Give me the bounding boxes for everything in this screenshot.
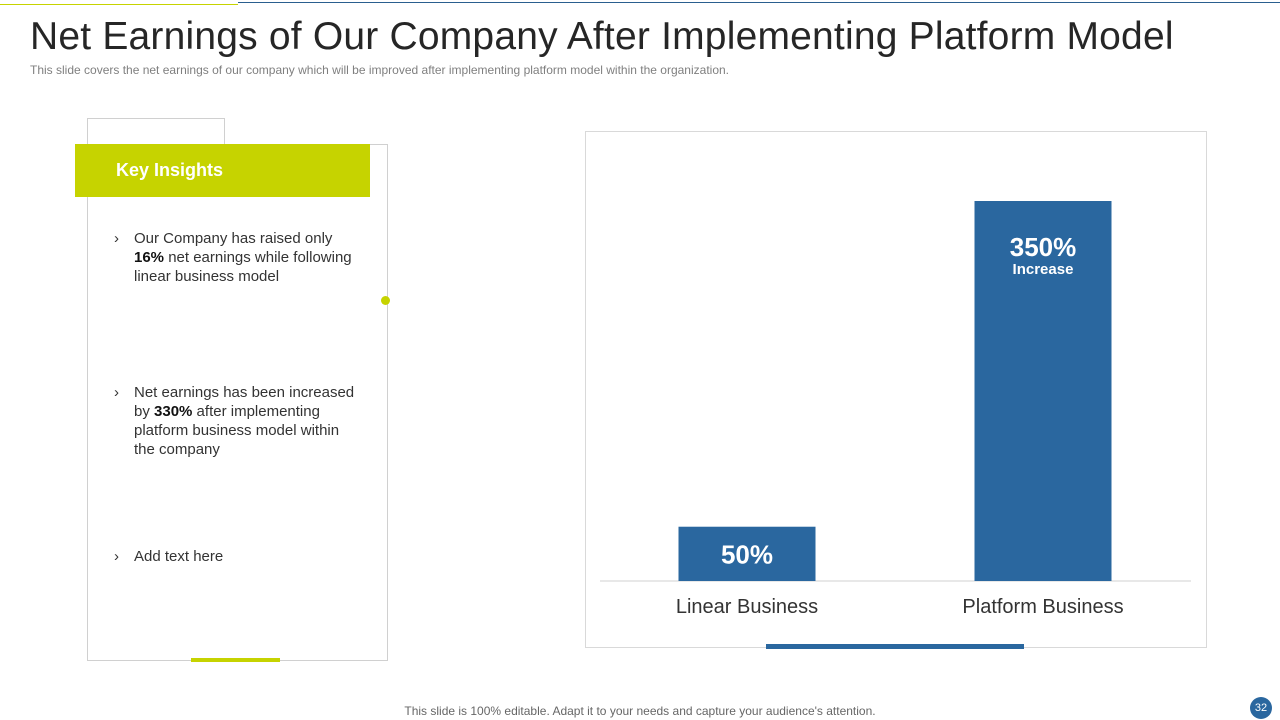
top-accent-line-blue (238, 2, 1280, 3)
insight-2-post: after implementing platform business mod… (134, 403, 340, 458)
insights-card (87, 144, 388, 661)
insight-3-pre: Add text here (134, 548, 224, 565)
insight-1-post: net earnings while following linear busi… (134, 249, 352, 285)
data-label-2: 350% (1010, 232, 1077, 262)
insight-2-pre: Net earnings has been increased by (134, 384, 355, 420)
insight-bullet-3-text: Add text here (134, 547, 364, 566)
insight-bullet-3: › Add text here (114, 547, 364, 566)
key-insights-header: Key Insights (75, 144, 370, 197)
slide-subtitle: This slide covers the net earnings of ou… (30, 63, 730, 77)
insight-1-pre: Our Company has raised only (134, 230, 333, 247)
insight-bullet-1: › Our Company has raised only 16% net ea… (114, 229, 364, 286)
chevron-right-icon: › (114, 548, 119, 565)
category-label-1: Linear Business (676, 596, 818, 618)
data-sublabel-2: Increase (1013, 261, 1074, 278)
slide-title: Net Earnings of Our Company After Implem… (30, 15, 1174, 58)
footer-note: This slide is 100% editable. Adapt it to… (404, 704, 876, 718)
bar-chart: 50% Linear Business 350%Increase Platform B… (600, 201, 1191, 618)
chevron-right-icon: › (114, 230, 119, 247)
chevron-right-icon: › (114, 384, 119, 401)
category-label-2: Platform Business (962, 596, 1123, 618)
bar-2 (974, 201, 1112, 581)
data-label-1: 50% (721, 540, 773, 570)
chart-bottom-accent (766, 644, 1024, 649)
top-accent-line-green (0, 4, 238, 5)
insight-2-bold: 330% (154, 403, 193, 420)
chart-frame: 50% Linear Business 350% Increase Platform B… (585, 131, 1207, 648)
insights-card-underline (191, 658, 280, 662)
insight-bullet-2-text: Net earnings has been increased by 330% … (134, 383, 364, 459)
connector-dot (381, 296, 390, 305)
insight-bullet-2: › Net earnings has been increased by 330… (114, 383, 364, 459)
insight-1-bold: 16% (134, 249, 165, 266)
bar-1 (678, 526, 816, 581)
insight-bullet-1-text: Our Company has raised only 16% net earn… (134, 229, 364, 286)
insights-card-tab (87, 118, 225, 147)
page-number-badge: 32 (1250, 697, 1272, 719)
